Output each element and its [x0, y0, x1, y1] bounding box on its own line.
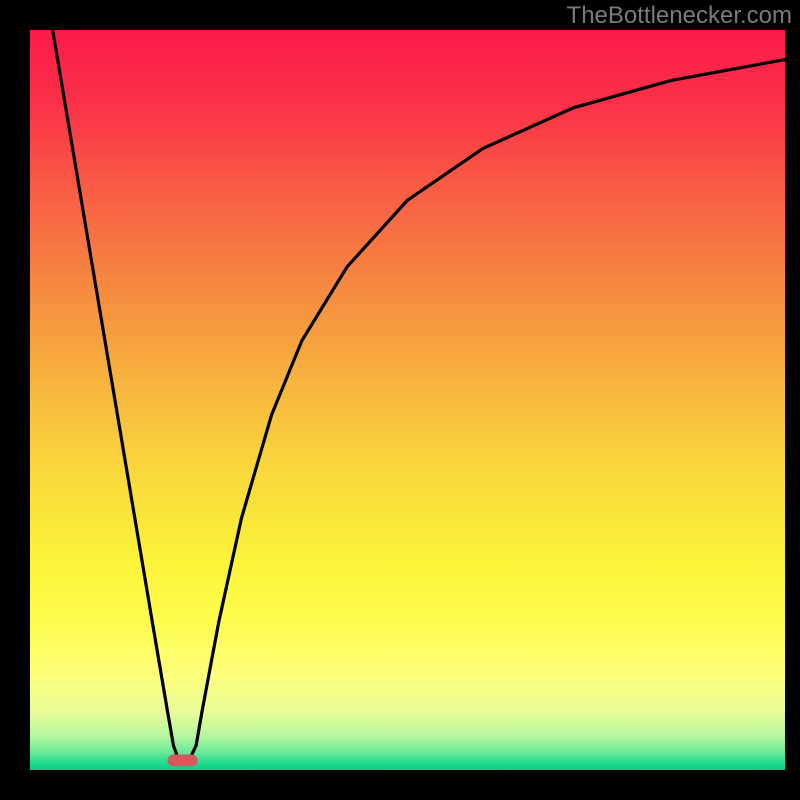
- watermark-text: TheBottlenecker.com: [567, 2, 792, 30]
- plot-background: [30, 30, 785, 770]
- bottleneck-chart: [0, 0, 800, 800]
- optimum-marker: [167, 754, 197, 766]
- stage: TheBottlenecker.com: [0, 0, 800, 800]
